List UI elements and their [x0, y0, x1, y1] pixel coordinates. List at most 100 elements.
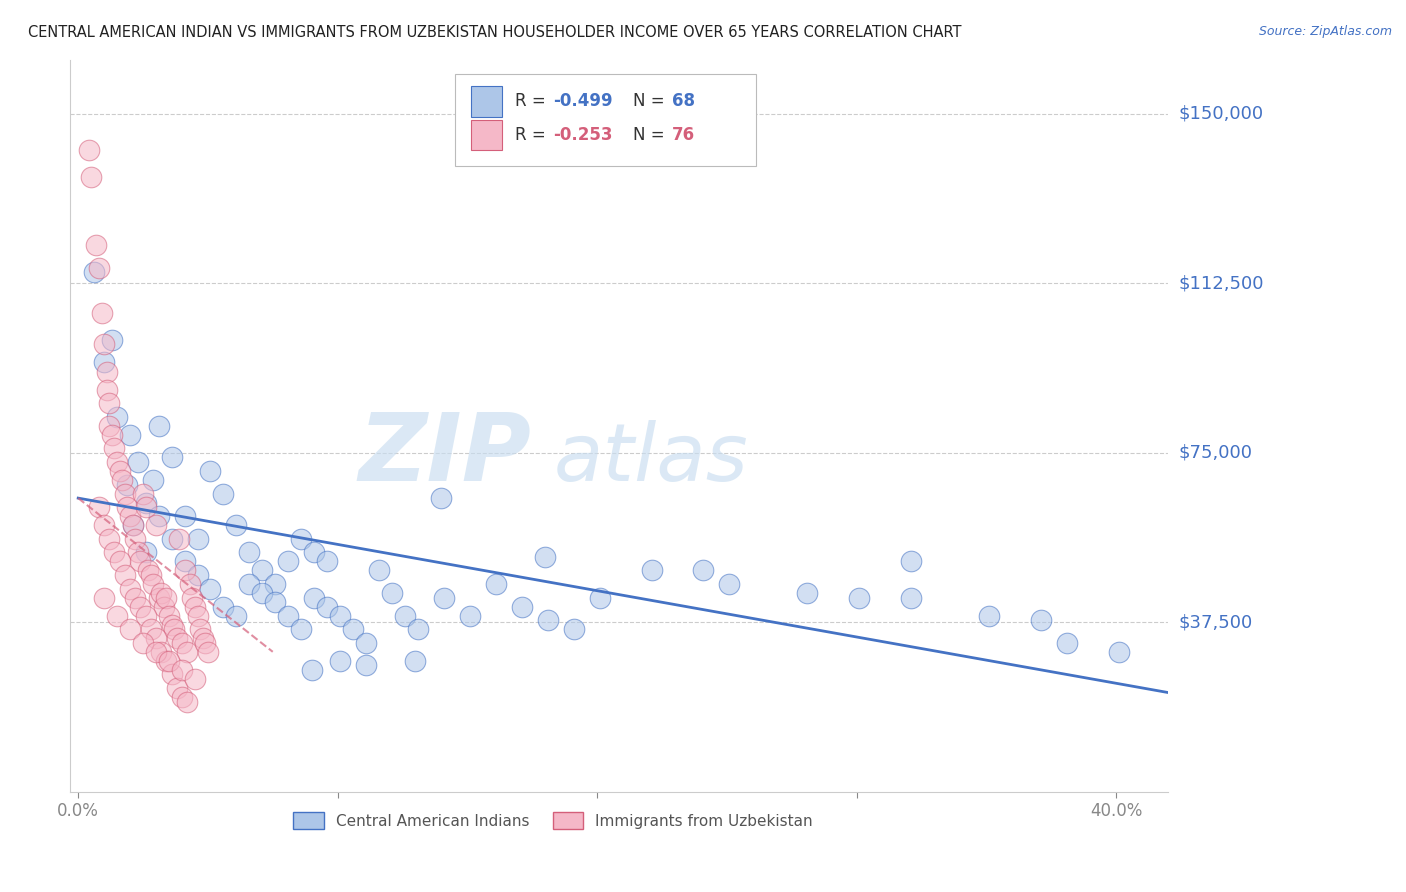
Text: N =: N = — [633, 126, 665, 144]
Text: R =: R = — [515, 93, 546, 111]
Point — [163, 622, 186, 636]
Point — [166, 681, 188, 695]
Text: N =: N = — [633, 93, 665, 111]
Point — [139, 622, 162, 636]
Point — [173, 554, 195, 568]
Point — [301, 663, 323, 677]
Point — [160, 532, 183, 546]
FancyBboxPatch shape — [471, 86, 502, 117]
Legend: Central American Indians, Immigrants from Uzbekistan: Central American Indians, Immigrants fro… — [287, 805, 820, 836]
Point — [252, 564, 274, 578]
Point — [135, 495, 157, 509]
Point — [142, 577, 165, 591]
Point — [127, 545, 149, 559]
Point — [114, 568, 136, 582]
Text: 76: 76 — [672, 126, 695, 144]
Point — [108, 554, 131, 568]
Point — [120, 509, 142, 524]
Text: $37,500: $37,500 — [1180, 614, 1253, 632]
Text: ZIP: ZIP — [359, 409, 531, 501]
Point — [354, 658, 377, 673]
Point — [160, 617, 183, 632]
Point — [181, 591, 204, 605]
Point — [117, 500, 139, 515]
Point — [534, 549, 557, 564]
Point — [173, 564, 195, 578]
Point — [1029, 613, 1052, 627]
Point — [124, 591, 146, 605]
Point — [145, 645, 167, 659]
Point — [316, 599, 339, 614]
Point — [290, 532, 312, 546]
Point — [394, 608, 416, 623]
Point — [150, 586, 173, 600]
Point — [354, 636, 377, 650]
Point — [277, 554, 299, 568]
Point — [589, 591, 612, 605]
Point — [458, 608, 481, 623]
Point — [1056, 636, 1078, 650]
Point — [132, 486, 155, 500]
Point — [124, 532, 146, 546]
Point — [169, 532, 191, 546]
Point — [129, 554, 152, 568]
Point — [150, 645, 173, 659]
Point — [368, 564, 391, 578]
Point — [184, 672, 207, 686]
Text: $75,000: $75,000 — [1180, 444, 1253, 462]
Point — [977, 608, 1000, 623]
Point — [404, 654, 426, 668]
Point — [98, 396, 121, 410]
Point — [170, 663, 193, 677]
Text: -0.499: -0.499 — [554, 93, 613, 111]
Point — [98, 418, 121, 433]
Point — [304, 545, 326, 559]
Point — [83, 265, 105, 279]
Point — [225, 518, 247, 533]
Point — [796, 586, 818, 600]
Point — [135, 608, 157, 623]
Point — [80, 170, 103, 185]
Point — [136, 564, 159, 578]
Point — [132, 636, 155, 650]
Point — [212, 486, 235, 500]
Point — [93, 591, 115, 605]
Point — [200, 464, 222, 478]
Point — [105, 409, 128, 424]
Point — [105, 608, 128, 623]
Point — [121, 518, 143, 533]
Point — [98, 532, 121, 546]
Point — [111, 473, 134, 487]
Point — [145, 518, 167, 533]
Point — [342, 622, 364, 636]
Point — [537, 613, 560, 627]
Point — [96, 383, 118, 397]
Point — [87, 260, 110, 275]
Text: Source: ZipAtlas.com: Source: ZipAtlas.com — [1258, 25, 1392, 38]
Point — [900, 554, 922, 568]
Text: $112,500: $112,500 — [1180, 275, 1264, 293]
Point — [103, 442, 125, 456]
Point — [120, 622, 142, 636]
Point — [179, 577, 201, 591]
Point — [145, 632, 167, 646]
Point — [166, 632, 188, 646]
Text: R =: R = — [515, 126, 546, 144]
Point — [290, 622, 312, 636]
Point — [120, 582, 142, 596]
Point — [188, 622, 211, 636]
Point — [510, 599, 533, 614]
Point — [170, 636, 193, 650]
Point — [90, 306, 112, 320]
Point — [485, 577, 508, 591]
Text: $150,000: $150,000 — [1180, 105, 1264, 123]
Point — [86, 238, 108, 252]
Point — [238, 545, 260, 559]
Point — [381, 586, 404, 600]
Point — [129, 599, 152, 614]
Point — [135, 500, 157, 515]
Point — [157, 654, 180, 668]
Point — [562, 622, 585, 636]
Point — [406, 622, 429, 636]
Point — [848, 591, 870, 605]
